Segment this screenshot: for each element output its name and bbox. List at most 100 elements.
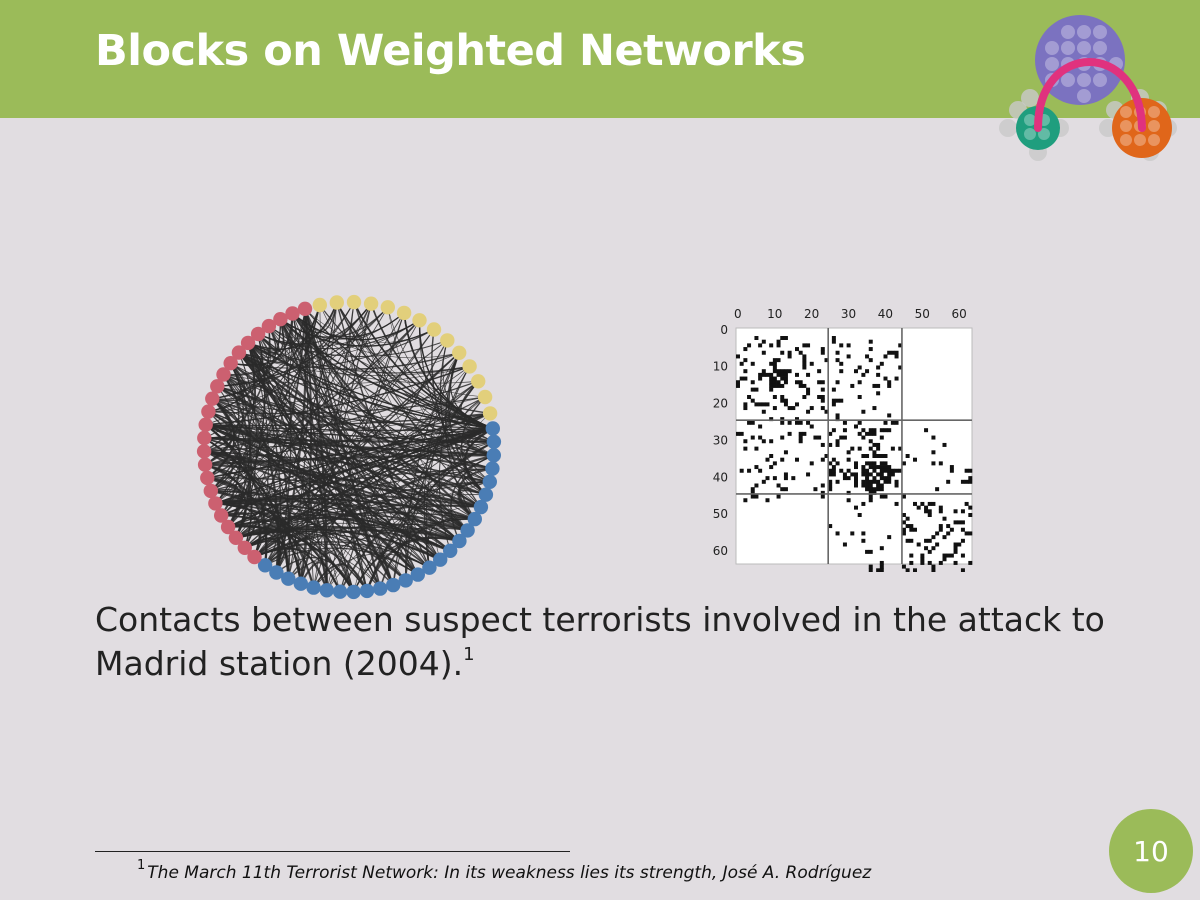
- matrix-cell: [761, 409, 766, 414]
- matrix-cell: [901, 461, 906, 466]
- network-node: [359, 583, 375, 599]
- matrix-cell: [868, 439, 873, 444]
- matrix-cell: [905, 454, 910, 458]
- matrix-xtick-label: 20: [804, 307, 819, 321]
- matrix-cell: [857, 431, 862, 436]
- network-node: [486, 434, 502, 449]
- matrix-cell: [783, 376, 788, 381]
- matrix-cell: [854, 472, 858, 477]
- matrix-cell: [931, 450, 936, 455]
- matrix-cell: [960, 479, 965, 484]
- matrix-cell: [842, 476, 847, 481]
- network-edge: [313, 302, 355, 588]
- matrix-cell: [824, 358, 829, 363]
- matrix-cell: [879, 476, 884, 481]
- network-edge: [210, 304, 321, 492]
- logo-dot-1: [999, 119, 1017, 137]
- matrix-cell: [787, 354, 792, 359]
- matrix-cell: [783, 380, 788, 385]
- matrix-cell: [846, 354, 851, 359]
- matrix-cell: [769, 380, 774, 385]
- network-edge: [457, 480, 490, 520]
- matrix-cell: [758, 468, 763, 473]
- matrix-cell: [769, 343, 774, 348]
- matrix-cell: [780, 395, 785, 399]
- matrix-cell: [798, 431, 803, 436]
- network-edge: [203, 380, 479, 453]
- matrix-cell: [865, 483, 870, 488]
- matrix-cell: [769, 376, 774, 381]
- matrix-cell: [820, 380, 825, 385]
- network-node: [467, 511, 482, 527]
- network-node: [237, 540, 252, 555]
- matrix-cell: [968, 531, 973, 536]
- matrix-cell: [887, 428, 892, 433]
- logo-purple-dot-3: [1061, 25, 1075, 39]
- network-node: [220, 519, 236, 535]
- matrix-cell: [883, 479, 888, 484]
- matrix-cell: [736, 354, 740, 359]
- network-edge: [212, 398, 493, 430]
- network-edge: [435, 506, 481, 560]
- network-node: [443, 543, 458, 558]
- block-network-logo-icon: [999, 15, 1177, 161]
- matrix-cell: [835, 417, 840, 422]
- page-number-badge: 10: [1109, 809, 1193, 893]
- matrix-cell: [747, 468, 752, 473]
- matrix-cell: [894, 479, 899, 484]
- logo-orange-dot-7: [1148, 120, 1160, 132]
- matrix-cell: [831, 398, 836, 403]
- matrix-cell: [743, 439, 748, 444]
- matrix-cell: [868, 446, 873, 451]
- matrix-cell: [920, 557, 925, 562]
- matrix-cell: [905, 538, 910, 543]
- matrix-cell: [894, 501, 899, 506]
- matrix-cell: [747, 420, 752, 425]
- matrix-cell: [879, 560, 884, 565]
- matrix-cell: [787, 369, 792, 374]
- network-edge: [238, 342, 264, 367]
- matrix-cell: [876, 446, 881, 451]
- matrix-cell: [909, 538, 914, 543]
- matrix-cell: [927, 560, 932, 565]
- matrix-ytick-label: 0: [720, 323, 728, 337]
- matrix-cell: [883, 494, 888, 499]
- network-node: [422, 560, 437, 575]
- network-edge: [215, 326, 271, 504]
- matrix-cell: [913, 568, 917, 572]
- matrix-cell: [883, 476, 888, 481]
- matrix-cell: [960, 520, 965, 525]
- matrix-cell: [780, 383, 785, 388]
- matrix-cell: [747, 343, 752, 348]
- matrix-cell: [868, 358, 873, 363]
- matrix-cell: [960, 553, 965, 558]
- matrix-cell: [890, 472, 895, 477]
- network-edge: [392, 428, 494, 586]
- network-edge: [238, 352, 468, 531]
- matrix-cell: [872, 428, 877, 433]
- network-edge: [312, 563, 368, 592]
- network-edge: [208, 307, 389, 412]
- network-node: [478, 487, 494, 502]
- matrix-cell: [964, 479, 969, 484]
- matrix-cell: [909, 553, 914, 558]
- matrix-cell: [868, 339, 873, 344]
- matrix-cell: [831, 387, 836, 392]
- matrix-cell: [857, 395, 862, 399]
- matrix-cell: [942, 557, 947, 562]
- matrix-cell: [743, 369, 748, 374]
- matrix-cell: [828, 479, 833, 484]
- matrix-cell: [879, 461, 884, 466]
- logo-purple-dot-10: [1077, 73, 1091, 87]
- matrix-cell: [850, 472, 855, 477]
- matrix-cell: [750, 420, 755, 425]
- matrix-cell: [938, 461, 943, 466]
- matrix-cell: [865, 369, 870, 374]
- network-edge: [206, 319, 421, 479]
- matrix-cell: [761, 339, 766, 344]
- matrix-cell: [872, 479, 877, 484]
- matrix-cell: [901, 527, 906, 532]
- matrix-cell: [850, 531, 855, 536]
- matrix-cell: [761, 372, 766, 377]
- matrix-cell: [931, 564, 936, 569]
